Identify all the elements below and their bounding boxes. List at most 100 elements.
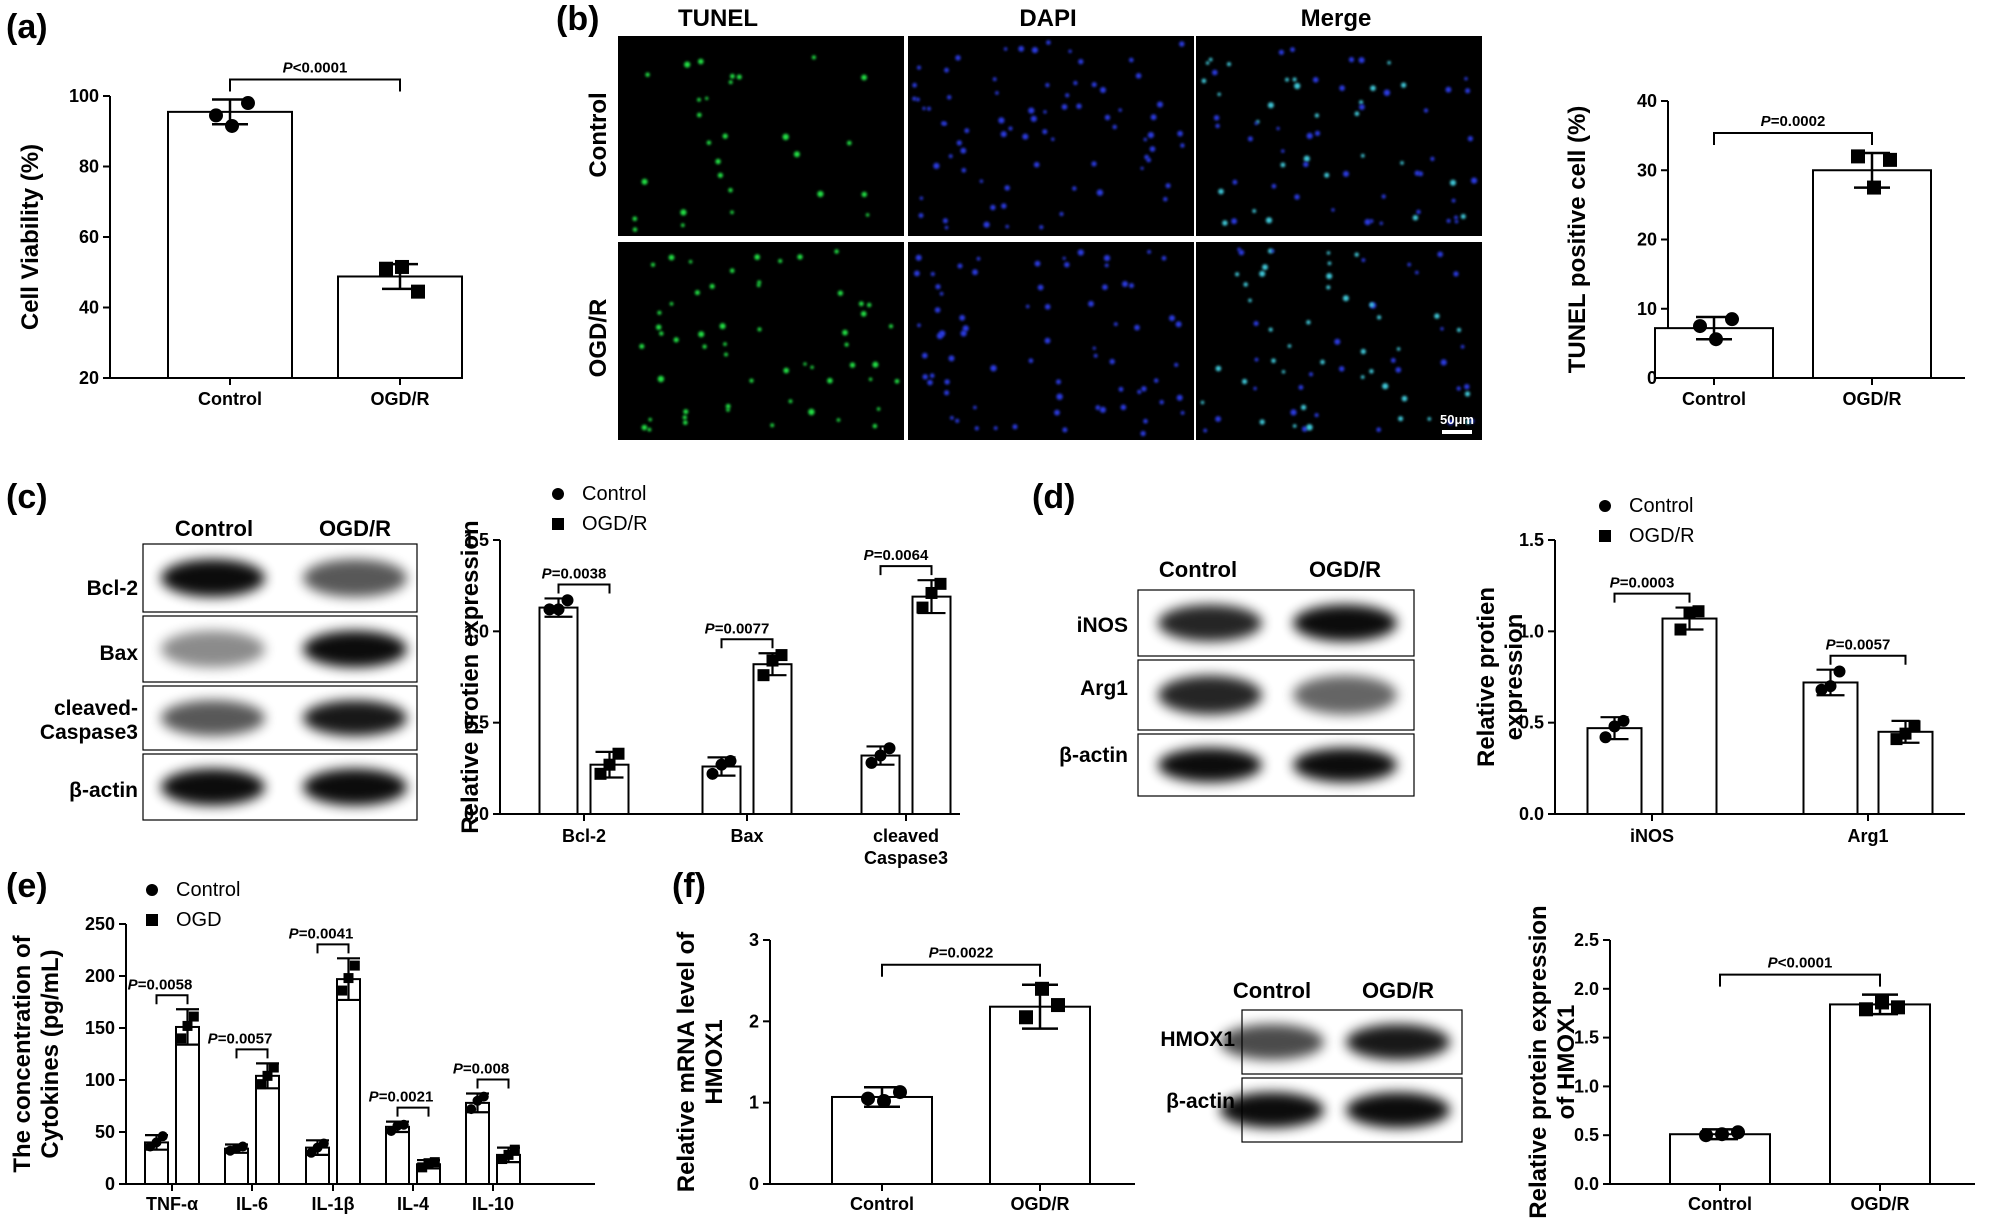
y-tick-label: 0.0: [1519, 804, 1544, 824]
micro-cell: [834, 249, 839, 254]
blot-c-row-bcl2: Bcl-2: [87, 577, 138, 600]
micro-cell: [1134, 324, 1140, 331]
micro-cell: [1294, 194, 1300, 200]
micro-image-control-merge: [1196, 36, 1482, 236]
bar: [831, 1095, 933, 1186]
micro-cell: [1259, 419, 1265, 425]
data-point: [1715, 1127, 1729, 1142]
micro-cell: [1268, 327, 1273, 332]
p-value: P=0.0057: [1826, 637, 1891, 654]
micro-cell: [1129, 57, 1134, 63]
micro-cell: [927, 379, 933, 386]
micro-cell: [797, 254, 803, 260]
micro-cell: [1369, 219, 1374, 223]
significance-bracket: [879, 565, 933, 576]
micro-cell: [706, 140, 712, 145]
micro-cell: [1033, 161, 1040, 168]
y-tick-label: 150: [85, 1018, 115, 1038]
micro-cell: [955, 55, 961, 61]
blot-band: [1293, 604, 1397, 642]
micro-cell: [1361, 258, 1366, 262]
micro-cell: [942, 218, 948, 224]
micro-cell: [948, 355, 955, 362]
micro-cell: [939, 291, 944, 296]
x-tick-label: IL-4: [397, 1194, 429, 1214]
bar-control: [1586, 727, 1643, 815]
blot-f-col-control: Control: [1233, 978, 1311, 1003]
blot-c-col-ogdr: OGD/R: [319, 516, 391, 541]
micro-cell: [1354, 252, 1359, 257]
micro-cell: [722, 133, 728, 139]
micro-cell: [1062, 256, 1066, 260]
significance-bracket: [720, 638, 774, 649]
blot-band: [303, 700, 407, 736]
micro-cell: [1460, 344, 1465, 349]
panel-label-f: (f): [672, 867, 706, 905]
data-point: [503, 1149, 514, 1160]
y-axis-label: Cell Viability (%): [17, 144, 44, 330]
micro-cell: [915, 254, 922, 261]
micro-cell: [972, 269, 978, 276]
micro-cell: [1301, 426, 1308, 432]
micro-cell: [1306, 132, 1313, 139]
blot-band: [161, 700, 265, 736]
micro-cell: [1360, 375, 1365, 379]
micro-cell: [1140, 430, 1146, 437]
blot-band: [161, 768, 265, 806]
micro-cell: [754, 254, 760, 260]
micro-cell: [1073, 80, 1078, 86]
blot-f-row-actin: β-actin: [1166, 1090, 1235, 1113]
micro-cell: [889, 324, 893, 329]
micro-cell: [1109, 358, 1115, 365]
blot-band: [1158, 747, 1262, 783]
micro-image-ogdr-dapi: [908, 242, 1194, 440]
p-value: P<0.0001: [1768, 955, 1833, 972]
micro-cell: [1143, 418, 1148, 424]
micro-cell: [1031, 47, 1038, 54]
micro-cell: [659, 331, 664, 336]
x-tick-label: iNOS: [1630, 826, 1674, 846]
micro-cell: [1401, 395, 1408, 402]
micro-cell: [837, 290, 844, 296]
micro-cell: [1281, 149, 1285, 153]
micro-cell: [1046, 40, 1051, 45]
data-point: [934, 577, 947, 590]
micro-cell: [983, 221, 990, 228]
y-tick-label: 0.5: [464, 713, 489, 733]
micro-cell: [729, 268, 735, 274]
micro-cell: [1092, 346, 1096, 350]
western-blot-c: Control OGD/R Bcl-2 Bax cleaved-Caspase3…: [40, 516, 418, 821]
significance-bracket: [881, 963, 1041, 977]
y-tick-label: 1: [749, 1093, 759, 1113]
micro-cell: [1064, 262, 1070, 268]
data-point: [1875, 995, 1889, 1010]
micro-cell: [858, 301, 864, 307]
micro-cell: [632, 216, 638, 222]
micro-cell: [1314, 130, 1321, 136]
x-tick-label: Control: [1688, 1194, 1752, 1214]
micro-cell: [960, 147, 967, 154]
micro-cell: [1104, 263, 1109, 268]
micro-cell: [1460, 214, 1466, 219]
micro-cell: [919, 196, 924, 200]
micro-cell: [990, 365, 997, 372]
data-point: [241, 96, 255, 111]
micro-cell: [1177, 130, 1183, 137]
data-point: [594, 767, 607, 780]
micro-cell: [1028, 107, 1035, 114]
p-value: P=0.0064: [864, 547, 929, 564]
legend-label: Control: [582, 483, 646, 505]
micro-cell: [1120, 404, 1127, 411]
micro-cell: [1004, 185, 1010, 191]
micro-cell: [641, 178, 648, 185]
micro-cell: [1396, 347, 1401, 351]
micro-cell: [1379, 221, 1384, 225]
x-tick-label: cleaved: [873, 826, 939, 846]
data-point: [157, 1131, 168, 1142]
micro-cell: [715, 158, 721, 165]
micro-cell: [867, 302, 872, 308]
blot-c-row-actin: β-actin: [69, 779, 138, 802]
micro-cell: [1003, 47, 1008, 51]
micro-cell: [668, 254, 675, 261]
y-axis-label: TUNEL positive cell (%): [1564, 106, 1591, 374]
